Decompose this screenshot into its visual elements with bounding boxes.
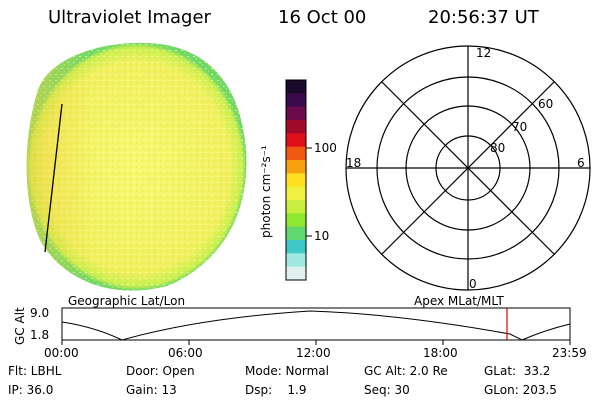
colorbar-segment [286, 93, 306, 108]
track-xtick-0600: 06:00 [168, 346, 203, 360]
instrument-title: Ultraviolet Imager [48, 7, 211, 28]
status-mode: Mode: Normal [245, 364, 329, 378]
mlt-label-12: 12 [476, 46, 492, 60]
colorbar-tick-10: 10 [314, 229, 330, 243]
colorbar-tick-100: 100 [314, 141, 337, 155]
colorbar-segment [286, 186, 306, 201]
track-ytick-1-8: 1.8 [30, 328, 50, 342]
status-flt: Flt: LBHL [8, 364, 62, 378]
status-dsp: Dsp: 1.9 [245, 383, 307, 397]
date-label: 16 Oct 00 [278, 7, 367, 28]
terminator-line [44, 103, 63, 253]
colorbar-segment [286, 213, 306, 228]
colorbar-segment [286, 266, 306, 281]
colorbar-segment [286, 146, 306, 161]
colorbar-segment [286, 173, 306, 188]
colorbar-segment [286, 120, 306, 134]
lat-label-70: 70 [512, 120, 528, 134]
colorbar-segment [286, 200, 306, 214]
colorbar-segment [286, 106, 306, 121]
time-label: 20:56:37 UT [428, 7, 539, 28]
track-xtick-2359: 23:59 [552, 346, 587, 360]
status-glon: GLon: 203.5 [484, 383, 557, 397]
status-glat: GLat: 33.2 [484, 364, 551, 378]
track-ytick-9: 9.0 [30, 306, 50, 320]
track-label-geographic: Geographic Lat/Lon [68, 294, 186, 308]
status-door: Door: Open [126, 364, 195, 378]
mlt-label-6: 6 [577, 156, 585, 170]
lat-label-60: 60 [538, 97, 554, 111]
status-ip: IP: 36.0 [8, 383, 54, 397]
status-seq: Seq: 30 [364, 383, 410, 397]
status-gain: Gain: 13 [126, 383, 177, 397]
colorbar-segment [286, 240, 306, 254]
colorbar-segment [286, 226, 306, 241]
track-xtick-1200: 12:00 [296, 346, 331, 360]
colorbar-segment [286, 133, 306, 148]
lat-label-80: 80 [490, 141, 506, 155]
track-xtick-0000: 00:00 [44, 346, 79, 360]
colorbar-segment [286, 253, 306, 268]
track-label-apex: Apex MLat/MLT [414, 294, 504, 308]
status-gcalt: GC Alt: 2.0 Re [364, 364, 448, 378]
mlt-label-18: 18 [346, 156, 362, 170]
mlt-label-0: 0 [469, 277, 477, 291]
colorbar-segment [286, 80, 306, 94]
earth-disk [26, 42, 247, 291]
colorbar-segment [286, 160, 306, 174]
track-xtick-1800: 18:00 [423, 346, 458, 360]
